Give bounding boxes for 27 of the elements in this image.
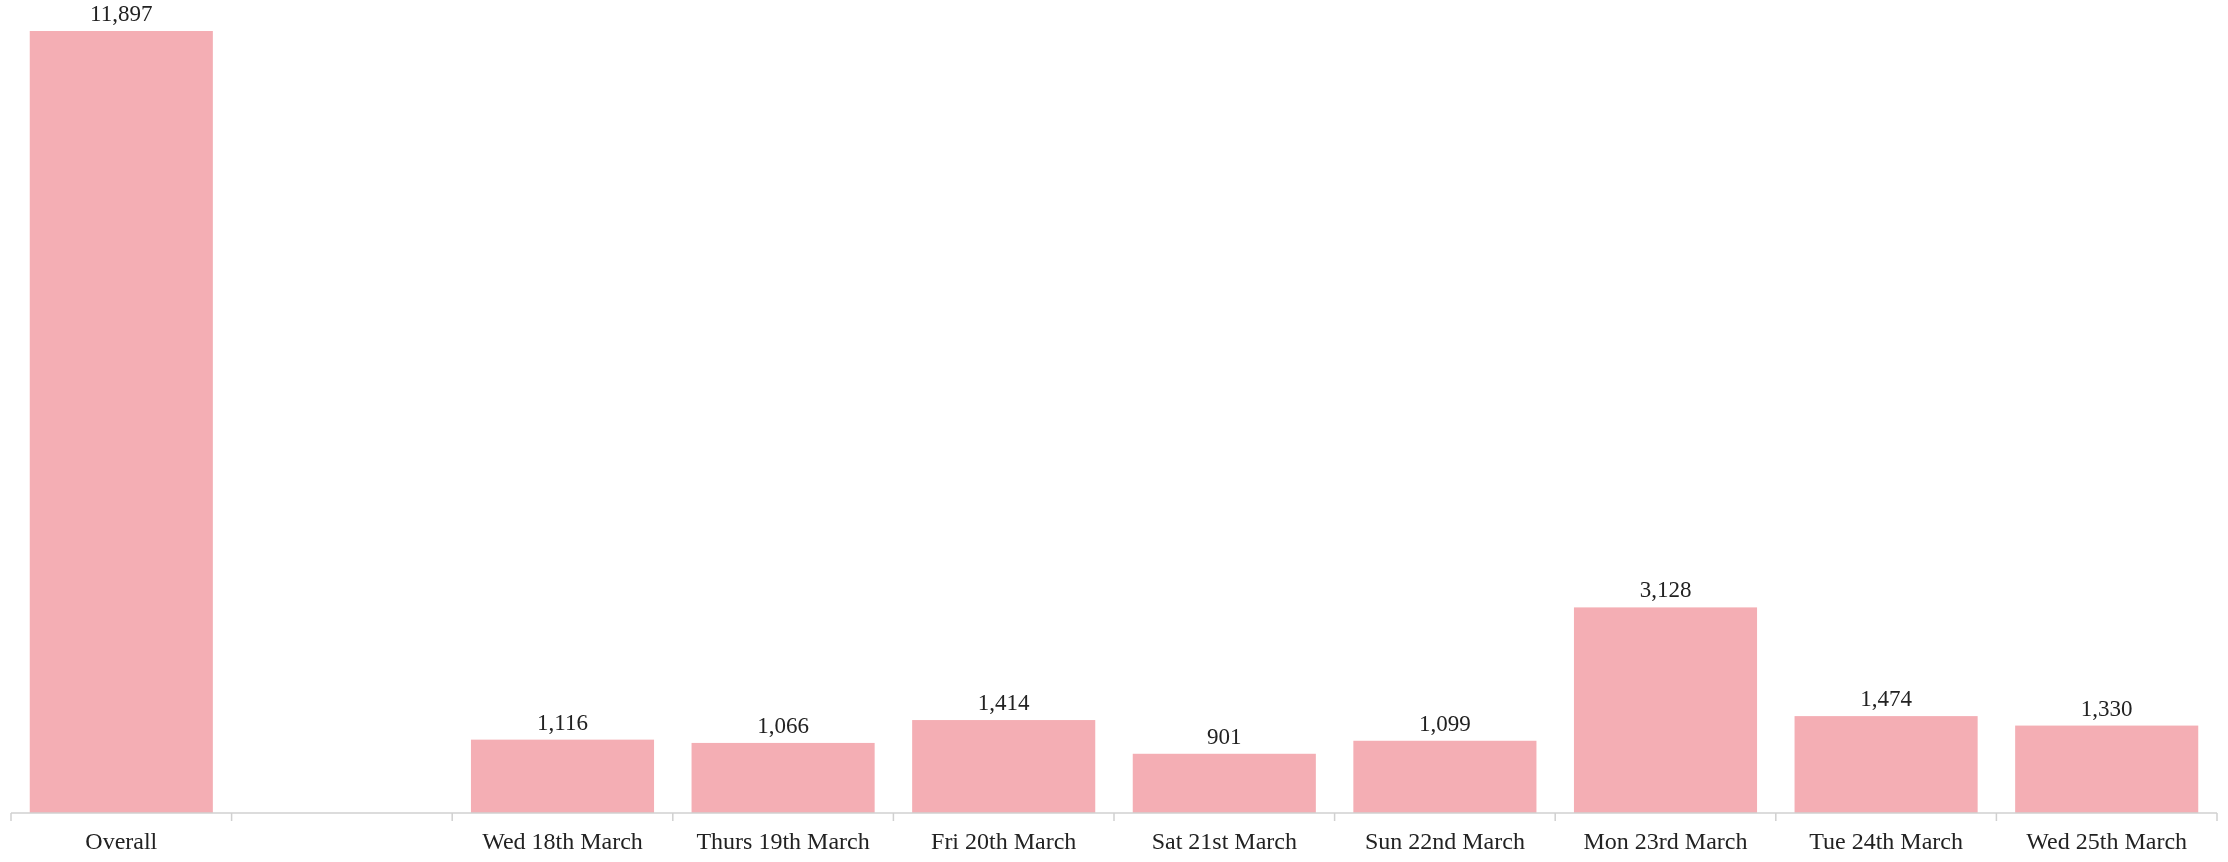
- x-tick-label: Fri 20th March: [931, 828, 1077, 854]
- x-tick-label: Overall: [85, 828, 158, 854]
- bar: [2015, 725, 2199, 813]
- bar: [470, 739, 655, 813]
- bar: [1573, 607, 1758, 813]
- data-label: 901: [1207, 723, 1242, 749]
- data-label: 1,330: [2080, 695, 2133, 721]
- x-tick-label: Mon 23rd March: [1583, 828, 1748, 854]
- bar: [1132, 753, 1316, 813]
- bar: [912, 720, 1096, 813]
- x-tick-label: Thurs 19th March: [696, 828, 870, 854]
- x-tick-label: Sat 21st March: [1151, 828, 1297, 854]
- bar: [29, 31, 213, 813]
- x-tick-label: Wed 25th March: [2026, 828, 2188, 854]
- data-label: 3,128: [1639, 577, 1692, 603]
- data-label: 11,897: [90, 1, 153, 26]
- x-tick-label: Sun 22nd March: [1364, 828, 1525, 854]
- x-tick-label: Wed 18th March: [482, 828, 643, 854]
- data-label: 1,116: [537, 709, 588, 735]
- data-label: 1,066: [757, 712, 809, 738]
- x-tick-label: Tue 24th March: [1809, 828, 1963, 854]
- data-label: 1,099: [1419, 710, 1471, 736]
- bar: [1794, 716, 1978, 813]
- data-label: 1,474: [1860, 686, 1913, 712]
- bar: [1353, 740, 1537, 813]
- data-label: 1,414: [977, 690, 1031, 716]
- bar: [691, 742, 875, 813]
